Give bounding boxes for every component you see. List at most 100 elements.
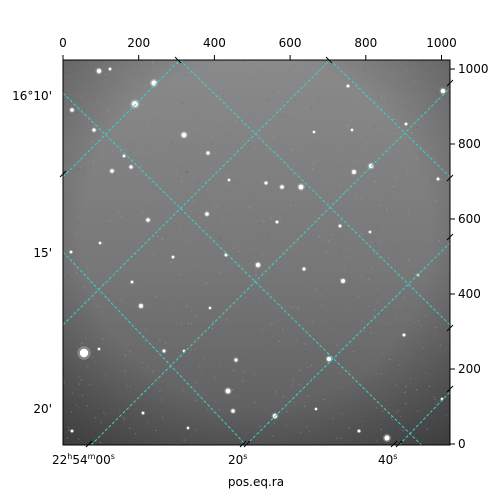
noise-speck: [285, 424, 287, 427]
noise-speck: [145, 233, 147, 235]
noise-speck: [343, 222, 345, 224]
noise-speck: [348, 370, 350, 372]
noise-speck: [131, 252, 133, 254]
noise-speck: [86, 405, 88, 407]
noise-speck: [185, 91, 187, 93]
noise-speck: [159, 390, 161, 392]
noise-speck: [276, 190, 279, 192]
noise-speck: [396, 129, 399, 131]
noise-speck: [307, 115, 309, 117]
noise-speck: [122, 274, 124, 276]
noise-speck: [76, 234, 78, 236]
star: [122, 154, 126, 158]
noise-speck: [265, 332, 267, 334]
noise-speck: [408, 210, 410, 212]
sky-image: [63, 60, 450, 445]
noise-speck: [268, 134, 270, 136]
noise-speck: [303, 287, 305, 289]
star: [227, 178, 231, 182]
noise-speck: [190, 323, 193, 325]
noise-speck: [404, 391, 406, 393]
noise-speck: [396, 250, 398, 252]
noise-speck: [295, 128, 297, 130]
dec-tick-label: 15': [33, 246, 52, 260]
noise-speck: [419, 60, 421, 62]
noise-speck: [431, 178, 433, 180]
noise-speck: [442, 93, 444, 95]
noise-speck: [401, 164, 403, 166]
noise-speck: [196, 215, 198, 217]
noise-speck: [419, 140, 421, 142]
noise-speck: [67, 442, 69, 444]
noise-speck: [203, 329, 205, 331]
noise-speck: [270, 217, 272, 219]
noise-speck: [429, 329, 431, 331]
noise-speck: [386, 258, 388, 260]
noise-speck: [433, 396, 435, 398]
noise-speck: [212, 321, 214, 323]
noise-speck: [305, 320, 307, 322]
noise-speck: [230, 292, 232, 294]
noise-speck: [80, 96, 82, 98]
noise-speck: [384, 209, 386, 211]
noise-speck: [124, 344, 126, 346]
noise-speck: [293, 304, 295, 306]
noise-speck: [248, 141, 250, 144]
noise-speck: [106, 253, 108, 255]
noise-speck: [165, 193, 167, 195]
noise-speck: [196, 127, 199, 130]
noise-speck: [162, 417, 164, 419]
star: [69, 250, 73, 254]
noise-speck: [393, 217, 395, 219]
noise-speck: [391, 419, 393, 422]
noise-speck: [327, 169, 329, 171]
noise-speck: [141, 392, 143, 394]
noise-speck: [351, 174, 353, 176]
noise-speck: [416, 157, 418, 159]
noise-speck: [231, 212, 233, 214]
noise-speck: [355, 192, 358, 195]
noise-speck: [202, 227, 204, 229]
noise-speck: [426, 82, 429, 84]
noise-speck: [149, 140, 151, 142]
noise-speck: [322, 371, 324, 373]
noise-speck: [426, 428, 428, 430]
noise-speck: [281, 315, 283, 317]
noise-speck: [142, 81, 144, 83]
ra-tick-label-first: 22h54m00s: [52, 452, 115, 467]
noise-speck: [217, 321, 219, 324]
noise-speck: [78, 109, 80, 112]
noise-speck: [353, 285, 355, 288]
noise-speck: [141, 72, 143, 74]
noise-speck: [433, 97, 435, 100]
noise-speck: [144, 340, 146, 342]
noise-speck: [316, 125, 318, 127]
noise-speck: [439, 344, 441, 346]
noise-speck: [317, 378, 319, 380]
noise-speck: [336, 148, 338, 150]
noise-speck: [234, 280, 236, 282]
noise-speck: [320, 359, 322, 361]
noise-speck: [432, 270, 434, 273]
noise-speck: [420, 169, 422, 171]
noise-speck: [127, 87, 129, 89]
noise-speck: [259, 231, 261, 233]
noise-speck: [323, 398, 325, 401]
noise-speck: [327, 321, 329, 323]
noise-speck: [401, 308, 403, 310]
noise-speck: [331, 99, 333, 101]
noise-speck: [326, 334, 328, 336]
noise-speck: [228, 80, 230, 82]
noise-speck: [234, 395, 236, 397]
noise-speck: [182, 210, 184, 212]
noise-speck: [426, 278, 428, 280]
noise-speck: [401, 111, 403, 113]
noise-speck: [234, 356, 236, 358]
noise-speck: [361, 197, 363, 199]
noise-speck: [402, 392, 404, 394]
noise-speck: [390, 120, 392, 122]
noise-speck: [416, 98, 419, 100]
noise-speck: [448, 74, 450, 76]
noise-speck: [361, 276, 363, 278]
noise-speck: [138, 260, 140, 262]
